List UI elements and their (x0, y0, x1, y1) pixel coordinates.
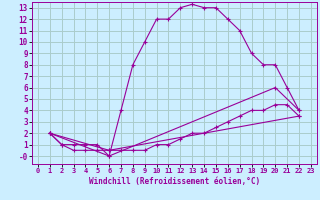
X-axis label: Windchill (Refroidissement éolien,°C): Windchill (Refroidissement éolien,°C) (89, 177, 260, 186)
